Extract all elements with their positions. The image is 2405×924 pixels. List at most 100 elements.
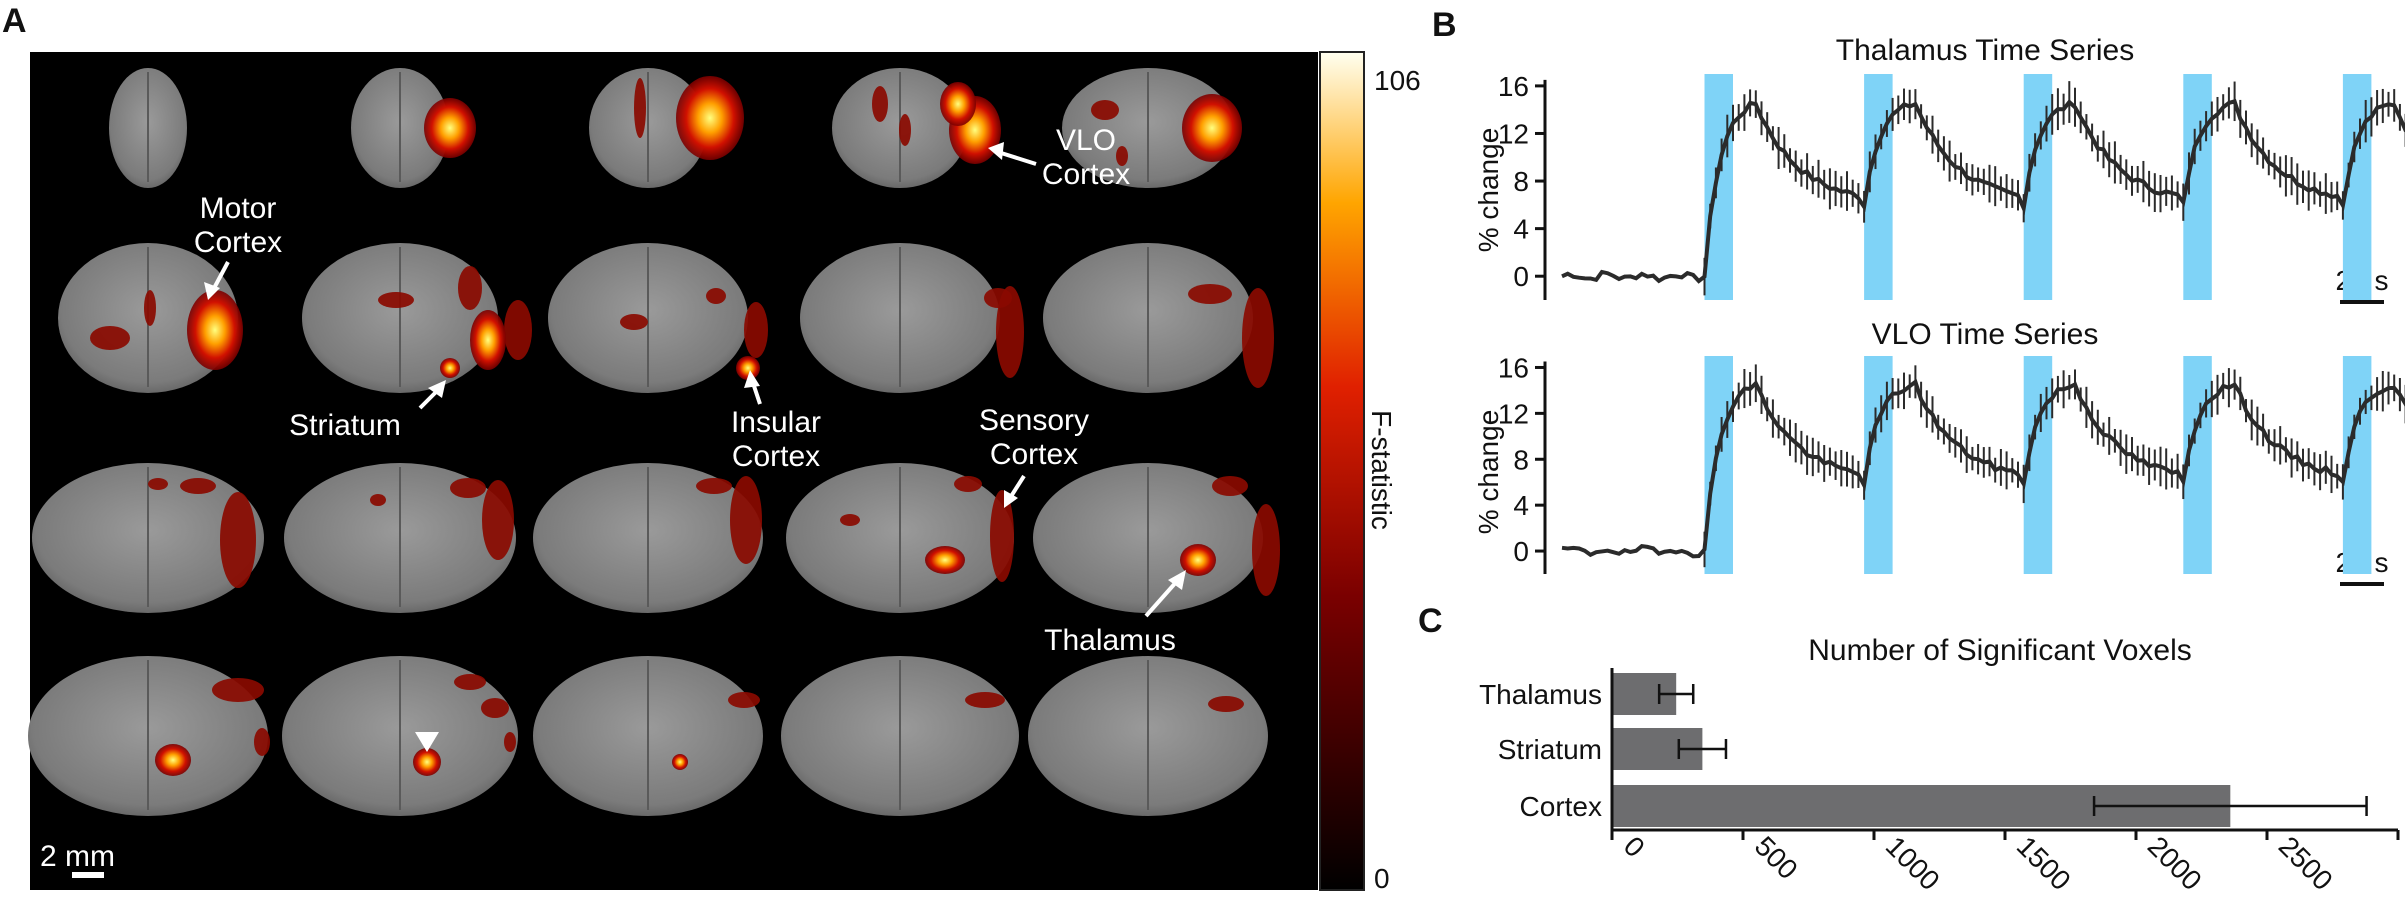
activation-streak	[954, 476, 982, 492]
annotation-striatum-text: Striatum	[289, 409, 401, 442]
annotation-motor-cortex: Motor Cortex	[194, 192, 282, 300]
activation-streak	[1212, 476, 1248, 496]
category-label: Striatum	[1498, 734, 1602, 765]
annotation-sensory-cortex: Sensory Cortex	[979, 404, 1089, 508]
activation-streak	[620, 314, 648, 330]
activation-blob	[155, 744, 191, 776]
annotation-vlo-cortex: VLO Cortex	[988, 124, 1130, 191]
activation-streak	[840, 514, 860, 526]
thalamus-chart-title: Thalamus Time Series	[1836, 34, 2134, 67]
activation-blob	[925, 546, 965, 574]
brain-slices	[28, 68, 1280, 816]
series-line	[1561, 378, 2405, 559]
annotation-vlo-line2: Cortex	[1042, 158, 1130, 191]
activation-blob	[187, 290, 243, 370]
activation-streak	[454, 674, 486, 690]
y-tick-label: 12	[1498, 398, 1529, 429]
activation-streak	[458, 266, 482, 310]
activation-blob	[676, 76, 744, 160]
annotation-insular-line2: Cortex	[732, 440, 820, 473]
annotation-insular-cortex: Insular Cortex	[731, 370, 821, 473]
activation-streak	[730, 476, 762, 564]
vlo-chart-title: VLO Time Series	[1872, 318, 2099, 351]
category-label: Cortex	[1520, 791, 1602, 822]
activation-streak	[220, 492, 256, 588]
activation-streak	[481, 698, 509, 718]
bar-chart-title: Number of Significant Voxels	[1808, 634, 2192, 667]
activation-blob	[1180, 544, 1216, 576]
category-label: Thalamus	[1479, 679, 1602, 710]
colorbar-label: F-statistic	[1366, 410, 1397, 530]
activation-streak	[90, 326, 130, 350]
thalamus-time-series-chart: Thalamus Time Series % change 20 s 04812…	[1473, 34, 2405, 304]
activation-streak	[996, 286, 1024, 378]
activation-streak	[1252, 504, 1280, 596]
activation-streak	[1188, 284, 1232, 304]
y-tick-label: 4	[1513, 214, 1529, 245]
activation-streak	[378, 292, 414, 308]
x-tick-label: 0	[1618, 830, 1651, 863]
x-tick-label: 500	[1749, 830, 1804, 885]
y-tick-label: 16	[1498, 352, 1529, 383]
activation-streak	[212, 678, 264, 702]
stimulus-block	[1704, 356, 1733, 574]
scale-bar	[72, 872, 104, 878]
colorbar-max: 106	[1374, 65, 1421, 96]
x-tick-label: 2500	[2273, 830, 2339, 896]
panel-label-a: A	[2, 2, 27, 40]
activation-streak	[634, 78, 646, 138]
activation-streak	[965, 692, 1005, 708]
activation-streak	[728, 692, 760, 708]
thalamus-arrowhead-marker	[415, 732, 439, 752]
activation-blob	[672, 754, 688, 770]
y-tick-label: 8	[1513, 444, 1529, 475]
activation-streak	[254, 728, 270, 756]
activation-blob	[440, 358, 460, 378]
colorbar	[1319, 51, 1365, 891]
x-tick-label: 1000	[1880, 830, 1946, 896]
activation-streak	[872, 86, 888, 122]
activation-streak	[1208, 696, 1244, 712]
activation-streak	[984, 288, 1012, 308]
activation-blob	[470, 310, 506, 370]
activation-streak	[504, 300, 532, 360]
annotation-insular-line1: Insular	[731, 406, 821, 439]
vlo-y-axis-label: % change	[1473, 410, 1504, 535]
y-tick-label: 8	[1513, 166, 1529, 197]
annotation-thalamus-text: Thalamus	[1044, 624, 1176, 657]
activation-streak	[706, 288, 726, 304]
activation-blob	[1182, 94, 1242, 162]
activation-blob	[413, 748, 441, 776]
annotation-thalamus: Thalamus	[1044, 570, 1186, 657]
annotation-vlo-line1: VLO	[1056, 124, 1116, 157]
activation-streak	[990, 490, 1014, 582]
activation-streak	[450, 478, 486, 498]
annotation-sensory-line2: Cortex	[990, 438, 1078, 471]
activation-streak	[696, 478, 732, 494]
activation-streak	[899, 114, 911, 146]
brain-montage: Motor Cortex VLO Cortex Striatum Insular…	[28, 51, 1421, 894]
x-tick-label: 2000	[2142, 830, 2208, 896]
activation-blob	[424, 98, 476, 158]
y-tick-label: 4	[1513, 490, 1529, 521]
y-tick-label: 12	[1498, 118, 1529, 149]
activation-streak	[744, 302, 768, 358]
y-tick-label: 16	[1498, 71, 1529, 102]
annotation-striatum: Striatum	[289, 380, 446, 442]
activation-blob	[940, 82, 976, 126]
stimulus-block	[1704, 74, 1733, 300]
panel-label-b: B	[1432, 6, 1457, 44]
activation-streak	[1091, 100, 1119, 120]
thalamus-y-axis-label: % change	[1473, 128, 1504, 253]
vlo-scale-bar	[2340, 582, 2384, 586]
x-tick-label: 1500	[2011, 830, 2077, 896]
significant-voxels-bar-chart: Number of Significant Voxels Thalamus Str…	[1479, 634, 2405, 896]
activation-streak	[370, 494, 386, 506]
y-tick-label: 0	[1513, 261, 1529, 292]
thalamus-scale-bar	[2340, 300, 2384, 304]
activation-streak	[504, 732, 516, 752]
colorbar-min: 0	[1374, 863, 1390, 894]
activation-streak	[180, 478, 216, 494]
